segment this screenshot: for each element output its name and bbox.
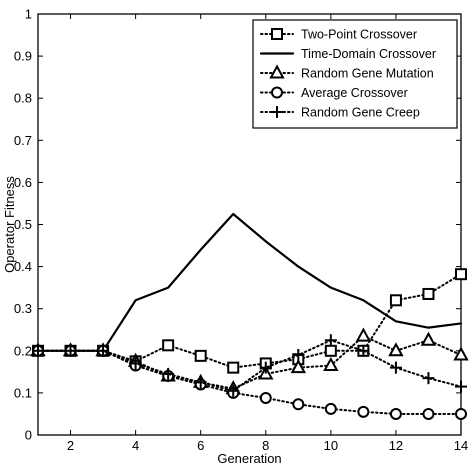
series-line xyxy=(36,212,463,352)
data-point xyxy=(290,359,306,374)
y-tick-label: 0.1 xyxy=(14,385,32,400)
y-tick-label: 0.8 xyxy=(14,91,32,106)
legend-entry: Average Crossover xyxy=(260,86,408,100)
data-point xyxy=(453,346,469,361)
y-tick-label: 0.7 xyxy=(14,133,32,148)
data-point xyxy=(455,268,467,281)
y-tick-label: 0.4 xyxy=(14,259,32,274)
data-point xyxy=(389,407,402,420)
data-point xyxy=(388,342,404,357)
y-axis-title: Operator Fitness xyxy=(2,176,17,273)
legend-label: Random Gene Mutation xyxy=(301,67,434,81)
data-point xyxy=(32,344,44,357)
data-point xyxy=(259,391,272,404)
legend-entry: Random Gene Mutation xyxy=(260,64,434,81)
plot-area: 00.10.20.30.40.50.60.70.80.912 4 6 8 10 12 14 xyxy=(14,7,469,453)
data-point xyxy=(389,294,402,307)
x-tick-label: 4 xyxy=(132,438,139,453)
data-point xyxy=(227,384,240,397)
y-tick-label: 1 xyxy=(25,7,32,22)
data-point xyxy=(422,372,435,385)
data-point xyxy=(422,407,435,420)
legend-entry: Time-Domain Crossover xyxy=(259,47,436,61)
data-point xyxy=(97,344,110,357)
x-tick-label: 6 xyxy=(197,438,204,453)
x-tick-label: 2 xyxy=(67,438,74,453)
legend-marker xyxy=(271,86,283,99)
series-line xyxy=(37,339,462,392)
y-tick-label: 0 xyxy=(25,428,32,443)
x-axis-title: Generation xyxy=(217,451,281,466)
data-point xyxy=(455,407,467,420)
data-point xyxy=(129,357,142,370)
data-point xyxy=(357,405,370,418)
data-point xyxy=(162,339,175,352)
data-point xyxy=(64,344,77,357)
data-point xyxy=(259,361,272,374)
x-tick-label: 8 xyxy=(262,438,269,453)
legend-label: Random Gene Creep xyxy=(301,106,420,120)
y-tick-label: 0.6 xyxy=(14,175,32,190)
legend-entry: Two-Point Crossover xyxy=(260,28,417,42)
legend-marker xyxy=(269,64,285,79)
series-line xyxy=(37,349,462,415)
data-point xyxy=(292,349,305,362)
legend-label: Time-Domain Crossover xyxy=(301,47,436,61)
legend-entry: Random Gene Creep xyxy=(260,106,420,120)
legend-label: Two-Point Crossover xyxy=(301,28,417,42)
data-point xyxy=(420,331,437,346)
data-point xyxy=(162,367,175,380)
data-point xyxy=(324,334,337,347)
y-tick-label: 0.9 xyxy=(14,49,32,64)
series-line xyxy=(37,273,462,369)
data-point xyxy=(355,327,372,342)
x-tick-label: 12 xyxy=(389,438,403,453)
data-point xyxy=(324,344,337,357)
legend-marker xyxy=(271,106,283,118)
data-point xyxy=(324,402,337,415)
series-2 xyxy=(30,327,469,395)
data-point xyxy=(455,380,467,393)
series-line xyxy=(37,335,462,390)
data-point xyxy=(292,398,305,411)
y-tick-label: 0.2 xyxy=(14,343,32,358)
data-point xyxy=(389,361,402,374)
series-4 xyxy=(32,334,467,397)
y-tick-label: 0.5 xyxy=(14,217,32,232)
x-tick-label: 14 xyxy=(454,438,468,453)
data-point xyxy=(227,361,240,374)
data-point xyxy=(422,287,435,300)
data-point xyxy=(194,376,207,389)
legend-marker xyxy=(271,28,283,40)
series-1 xyxy=(36,212,463,352)
x-tick-label: 10 xyxy=(324,438,338,453)
series-0 xyxy=(32,268,467,374)
y-tick-label: 0.3 xyxy=(14,301,32,316)
legend-box xyxy=(252,19,458,129)
legend: Two-Point Crossover Time-Domain Crossover… xyxy=(252,19,458,129)
data-point xyxy=(194,349,207,362)
legend-label: Average Crossover xyxy=(301,86,408,100)
data-point xyxy=(357,344,370,357)
data-point xyxy=(323,356,339,372)
